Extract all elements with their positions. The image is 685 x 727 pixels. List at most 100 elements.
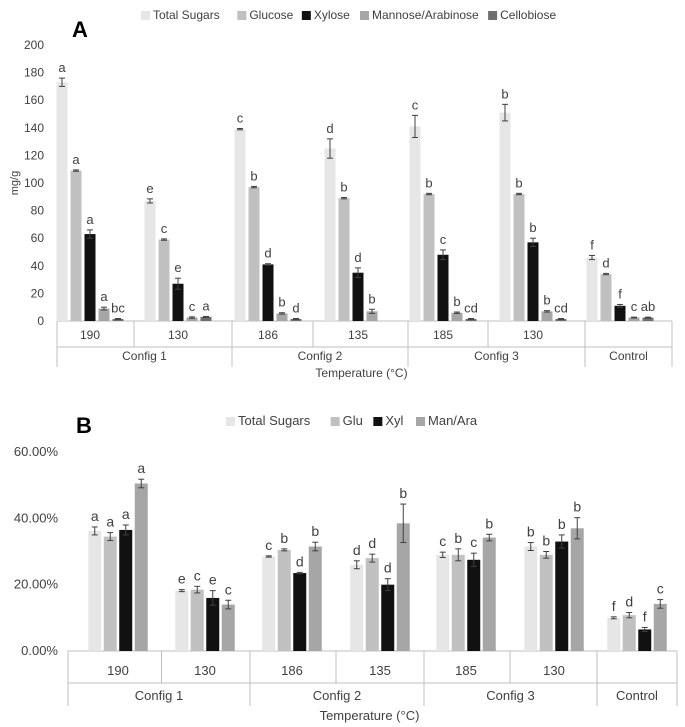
panel-a-bar <box>499 112 511 322</box>
panel-a-bar <box>628 317 640 321</box>
panel-a-significance-letter: b <box>250 168 257 183</box>
panel-a-bar <box>234 129 246 321</box>
panel-a-significance-letter: a <box>202 298 210 313</box>
panel-b-legend-label: Xyl <box>385 413 403 428</box>
panel-b-significance-letter: b <box>311 523 319 539</box>
panel-b-bar <box>482 537 496 651</box>
panel-a-bar <box>513 194 525 321</box>
panel-a-legend-label: Xylose <box>314 8 350 22</box>
panel-b-bar <box>607 617 621 651</box>
panel-b-bar <box>134 483 148 651</box>
panel-b-significance-letter: a <box>91 508 99 524</box>
panel-a-y-tick-label: 180 <box>24 66 44 80</box>
panel-a-legend-swatch <box>301 11 311 20</box>
panel-b-bar <box>262 556 276 651</box>
panel-b-category-label: 186 <box>281 663 303 678</box>
panel-a-bar <box>144 200 156 321</box>
panel-a-y-tick-label: 140 <box>24 121 44 135</box>
panel-a-significance-letter: d <box>354 250 361 265</box>
panel-b-bar <box>350 564 364 651</box>
panel-b-bar <box>277 549 291 651</box>
panel-a-significance-letter: b <box>515 175 522 190</box>
panel-b-category-label: 190 <box>107 663 129 678</box>
panel-b-significance-letter: a <box>106 514 114 530</box>
panel-a-legend-swatch <box>141 11 150 20</box>
panel-b-bar <box>396 523 410 651</box>
panel-b-y-tick-label: 20.00% <box>14 577 59 592</box>
panel-b-y-tick-label: 60.00% <box>14 444 59 459</box>
panel-b-x-axis-title: Temperature (°C) <box>320 708 420 723</box>
panel-a-significance-letter: d <box>264 246 271 261</box>
panel-a-significance-letter: cd <box>554 301 568 316</box>
panel-b-significance-letter: b <box>399 485 407 501</box>
panel-b-significance-letter: d <box>353 542 361 558</box>
panel-a-significance-letter: a <box>86 212 94 227</box>
panel-b-bar <box>190 589 204 651</box>
panel-a-bar <box>451 312 463 321</box>
panel-a-significance-letter: a <box>58 60 66 75</box>
panel-b-significance-letter: c <box>225 581 232 597</box>
panel-b-y-tick-label: 40.00% <box>14 510 59 525</box>
panel-b-bar <box>381 584 395 651</box>
panel-a-bar <box>614 305 626 321</box>
panel-b-group-label: Config 2 <box>313 688 361 703</box>
panel-a-y-tick-label: 160 <box>24 93 44 107</box>
panel-a-bar <box>276 313 288 321</box>
panel-b-significance-letter: a <box>137 460 145 476</box>
panel-b-significance-letter: e <box>209 572 217 588</box>
panel-a-y-tick-label: 200 <box>24 38 44 52</box>
panel-a-legend-label: Mannose/Arabinose <box>372 8 479 22</box>
panel-a-significance-letter: c <box>189 299 196 314</box>
panel-a-bar <box>586 257 598 321</box>
panel-a-bar <box>324 148 336 321</box>
panel-a-group-label: Config 3 <box>474 349 519 363</box>
panel-b-category-label: 130 <box>194 663 216 678</box>
panel-b-bar <box>451 554 465 651</box>
panel-b-group-label: Control <box>616 688 658 703</box>
panel-b-significance-letter: b <box>280 530 288 546</box>
panel-b-legend-swatch <box>226 417 235 426</box>
panel-a-y-tick-label: 40 <box>31 259 45 273</box>
panel-b-bar <box>293 573 307 651</box>
panel-b-significance-letter: d <box>296 553 304 569</box>
panel-a-bar <box>541 311 553 321</box>
panel-a-bar <box>338 198 350 321</box>
panel-a-group-label: Config 2 <box>298 349 343 363</box>
panel-a-significance-letter: c <box>412 97 419 112</box>
panel-b-bar <box>365 558 379 651</box>
panel-a-y-tick-label: 60 <box>31 231 45 245</box>
panel-b-y-tick-label: 0.00% <box>21 643 58 658</box>
panel-a-significance-letter: bc <box>111 301 125 316</box>
panel-a-x-axis-title: Temperature (°C) <box>315 366 407 380</box>
panel-a-significance-letter: b <box>425 175 432 190</box>
panel-b-legend-label: Man/Ara <box>428 413 478 428</box>
panel-b-category-label: 185 <box>455 663 477 678</box>
panel-b-significance-letter: d <box>384 560 392 576</box>
panel-b-bar <box>436 554 450 651</box>
panel-b-chart: B 0.00% 20.00% 40.00% 60.00% 190 130 186 135 185… <box>14 413 678 723</box>
panel-a-legend-label: Glucose <box>249 8 293 22</box>
panel-b-legend-swatch <box>330 417 340 426</box>
panel-a-legend-label: Total Sugars <box>153 8 220 22</box>
panel-b-bar <box>221 604 235 651</box>
panel-b-bar <box>119 529 133 651</box>
panel-a-bar <box>186 317 198 321</box>
panel-b-category-label: 130 <box>543 663 565 678</box>
panel-b-significance-letter: d <box>368 535 376 551</box>
panel-a-bar <box>437 254 449 321</box>
panel-a-group-label: Control <box>609 349 648 363</box>
panel-a-significance-letter: b <box>340 179 347 194</box>
panel-a-bar <box>527 242 539 321</box>
panel-b-bar <box>175 590 189 651</box>
panel-b-significance-letter: c <box>194 567 201 583</box>
panel-a-bar <box>409 126 421 321</box>
panel-b-significance-letter: b <box>558 516 566 532</box>
panel-b-significance-letter: b <box>573 499 581 515</box>
panel-a-legend-swatch <box>488 11 498 20</box>
panel-a-chart: A 0 20 40 60 80 100 120 140 160 180 200 mg/g 190 130 1… <box>9 8 673 380</box>
panel-a-legend-label: Cellobiose <box>500 8 556 22</box>
panel-b-significance-letter: f <box>612 598 616 614</box>
panel-a-category-label: 130 <box>523 328 543 342</box>
panel-b-significance-letter: f <box>643 608 647 624</box>
